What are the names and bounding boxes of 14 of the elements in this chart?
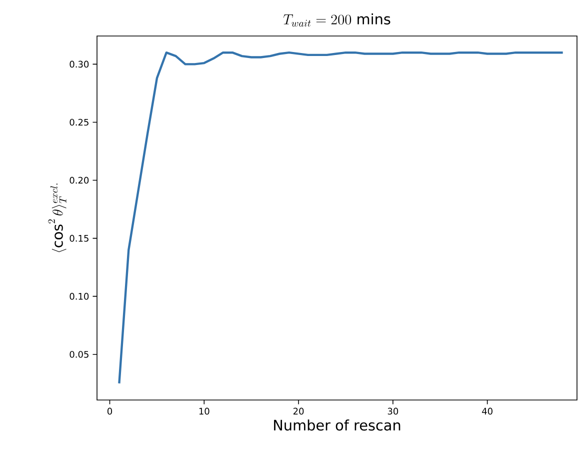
y-tick-label: 0.05 xyxy=(70,350,88,358)
chart-title: $T_{wait} = 200\ \mathrm{mins}$ xyxy=(283,13,390,27)
x-tick-label: 0 xyxy=(107,408,112,415)
x-tick-label: 30 xyxy=(388,408,398,415)
y-tick-label: 0.20 xyxy=(70,176,89,184)
x-tick-label: 40 xyxy=(482,408,492,415)
y-axis-title: $\langle\cos^2\theta\rangle_T^{excl.}$ xyxy=(48,184,66,252)
y-tick-label: 0.30 xyxy=(70,60,89,68)
x-axis-title: Number of rescan xyxy=(274,419,400,431)
y-tick-label: 0.25 xyxy=(70,118,88,126)
y-tick-label: 0.10 xyxy=(70,292,89,300)
x-tick-label: 10 xyxy=(199,408,210,415)
x-tick-label: 20 xyxy=(293,408,304,415)
y-tick-label: 0.15 xyxy=(70,234,88,242)
